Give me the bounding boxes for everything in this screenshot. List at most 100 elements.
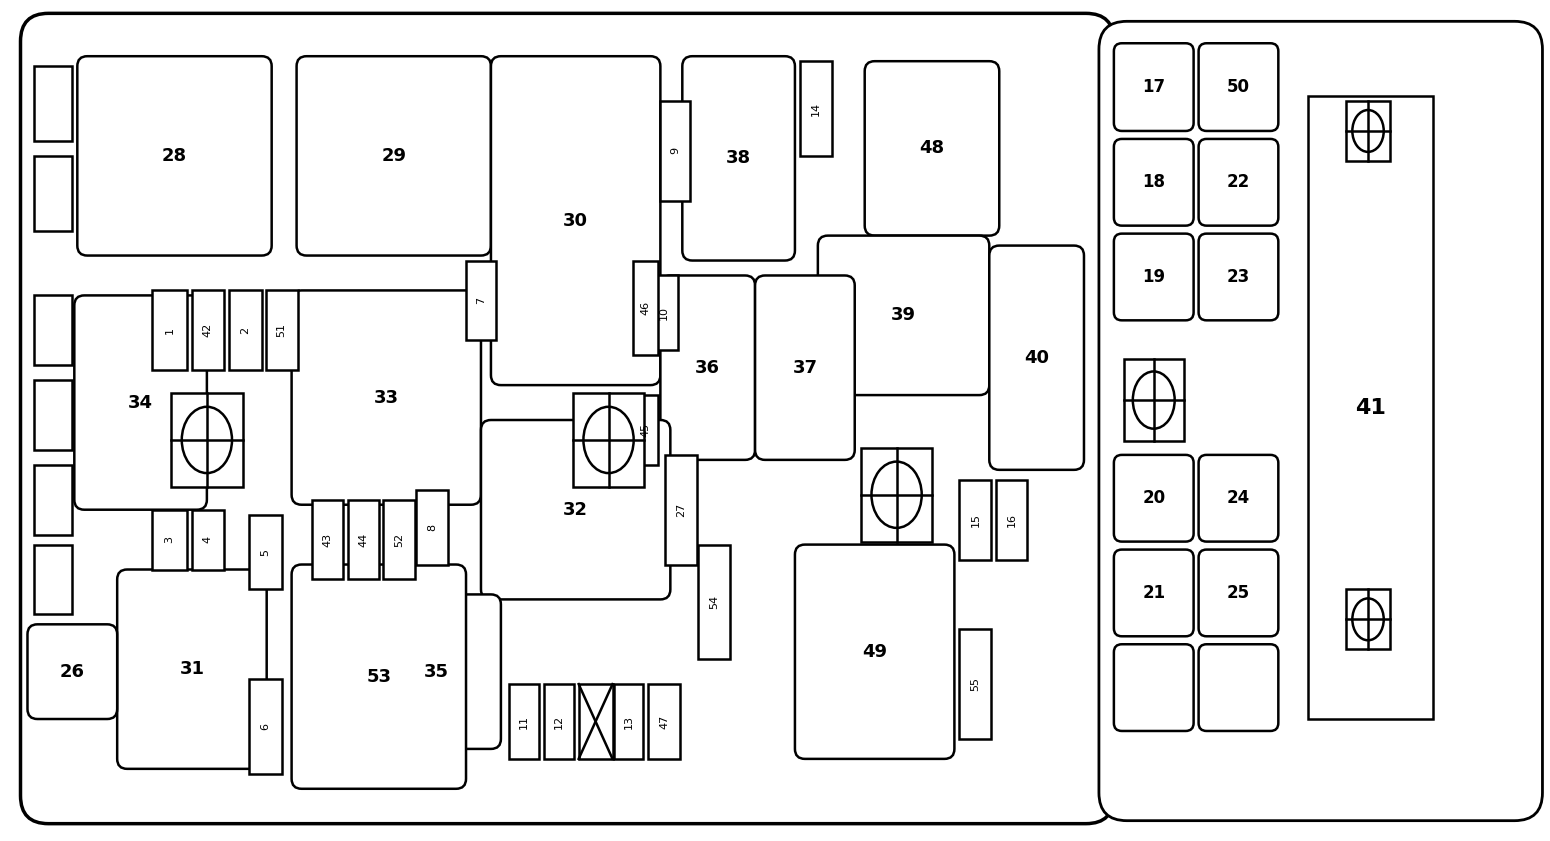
Bar <box>192 510 223 569</box>
FancyBboxPatch shape <box>291 290 480 505</box>
FancyBboxPatch shape <box>1114 234 1194 320</box>
Bar <box>578 684 612 759</box>
Text: 2: 2 <box>240 327 250 334</box>
Text: 50: 50 <box>1228 78 1249 96</box>
FancyBboxPatch shape <box>78 56 271 256</box>
Bar <box>312 500 344 579</box>
FancyBboxPatch shape <box>1198 455 1279 542</box>
Bar <box>665 455 698 564</box>
Bar <box>467 261 496 341</box>
FancyBboxPatch shape <box>1099 21 1542 821</box>
Bar <box>648 684 680 759</box>
Bar <box>508 684 539 759</box>
Text: 10: 10 <box>659 306 668 320</box>
Text: 8: 8 <box>428 524 437 531</box>
Bar <box>229 290 262 370</box>
Text: 21: 21 <box>1142 584 1166 602</box>
Text: 51: 51 <box>276 323 287 337</box>
Text: 5: 5 <box>260 548 270 556</box>
FancyBboxPatch shape <box>1114 549 1194 637</box>
Text: 19: 19 <box>1142 268 1166 286</box>
Bar <box>544 684 574 759</box>
FancyBboxPatch shape <box>1114 139 1194 225</box>
Text: 6: 6 <box>260 723 270 730</box>
Ellipse shape <box>871 462 922 528</box>
Text: 29: 29 <box>381 147 406 165</box>
Bar <box>417 489 448 564</box>
Text: 32: 32 <box>563 500 587 519</box>
Text: 18: 18 <box>1142 173 1166 191</box>
Text: 52: 52 <box>394 532 405 547</box>
Text: 28: 28 <box>161 147 188 165</box>
Text: 44: 44 <box>360 532 369 547</box>
FancyBboxPatch shape <box>660 276 755 460</box>
Bar <box>572 393 645 487</box>
FancyBboxPatch shape <box>20 13 1114 823</box>
FancyBboxPatch shape <box>1198 139 1279 225</box>
Text: 36: 36 <box>696 358 721 377</box>
Bar <box>959 629 992 739</box>
Text: 35: 35 <box>423 663 448 680</box>
Bar <box>660 101 690 201</box>
FancyBboxPatch shape <box>491 56 660 385</box>
Bar <box>648 276 679 350</box>
Text: 15: 15 <box>970 513 980 526</box>
Bar <box>1124 359 1184 441</box>
Bar <box>152 510 188 569</box>
Text: 16: 16 <box>1006 513 1017 526</box>
Bar <box>1308 96 1432 719</box>
FancyBboxPatch shape <box>74 295 206 510</box>
Bar <box>959 480 992 559</box>
FancyBboxPatch shape <box>296 56 491 256</box>
FancyBboxPatch shape <box>1198 549 1279 637</box>
Bar <box>1345 590 1390 649</box>
Text: 30: 30 <box>563 212 587 230</box>
Text: 27: 27 <box>676 503 687 517</box>
Text: 53: 53 <box>366 668 391 685</box>
Text: 46: 46 <box>642 301 651 315</box>
Bar <box>34 66 73 141</box>
Text: 43: 43 <box>322 532 333 547</box>
Text: 4: 4 <box>203 536 212 543</box>
FancyBboxPatch shape <box>1198 43 1279 131</box>
FancyBboxPatch shape <box>865 61 1000 235</box>
FancyBboxPatch shape <box>755 276 854 460</box>
Bar <box>634 395 659 465</box>
Text: 54: 54 <box>710 595 719 609</box>
Bar <box>170 393 243 487</box>
Text: 40: 40 <box>1025 349 1049 367</box>
Text: 3: 3 <box>164 536 175 543</box>
Text: 12: 12 <box>553 715 564 728</box>
Text: 45: 45 <box>642 423 651 437</box>
Bar <box>34 465 73 535</box>
Text: 39: 39 <box>891 306 916 325</box>
Text: 26: 26 <box>60 663 85 680</box>
Text: 42: 42 <box>203 323 212 337</box>
Text: 24: 24 <box>1228 489 1251 507</box>
Bar <box>34 380 73 450</box>
Ellipse shape <box>1352 110 1384 152</box>
Ellipse shape <box>583 407 634 473</box>
Bar <box>349 500 380 579</box>
Text: 47: 47 <box>659 714 670 728</box>
Bar <box>1345 101 1390 161</box>
FancyBboxPatch shape <box>818 235 989 395</box>
Text: 41: 41 <box>1355 398 1386 417</box>
Text: 14: 14 <box>811 102 822 115</box>
Bar <box>997 480 1028 559</box>
Bar <box>34 156 73 230</box>
FancyBboxPatch shape <box>795 545 955 759</box>
Bar <box>383 500 415 579</box>
Text: 55: 55 <box>970 677 980 691</box>
Text: 11: 11 <box>519 715 529 728</box>
Text: 25: 25 <box>1228 584 1249 602</box>
Text: 20: 20 <box>1142 489 1166 507</box>
Text: 48: 48 <box>919 140 944 157</box>
Bar <box>152 290 188 370</box>
FancyBboxPatch shape <box>1198 644 1279 731</box>
Bar <box>800 61 832 156</box>
FancyBboxPatch shape <box>682 56 795 261</box>
FancyBboxPatch shape <box>480 420 670 600</box>
Text: 17: 17 <box>1142 78 1166 96</box>
Text: 1: 1 <box>164 327 175 334</box>
